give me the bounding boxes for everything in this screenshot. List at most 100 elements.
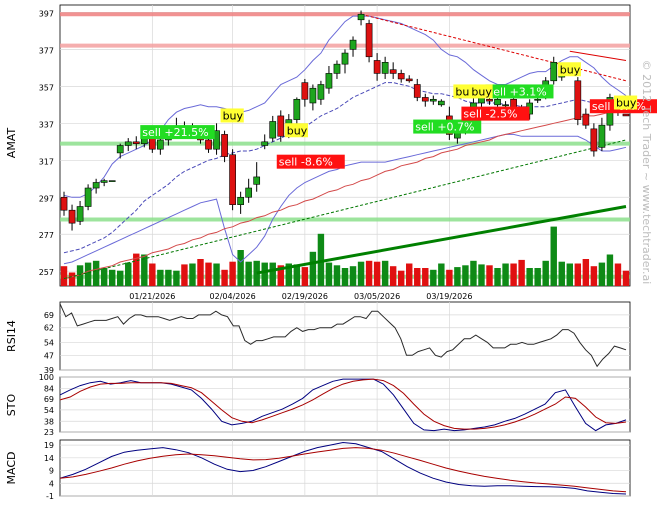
volume-bar xyxy=(277,265,284,286)
rsi-tick-label: 54 xyxy=(44,338,54,347)
candle-body xyxy=(309,87,317,104)
signal-background xyxy=(485,84,554,99)
volume-bar xyxy=(108,269,116,286)
candle-body xyxy=(317,84,325,100)
candle-body xyxy=(590,128,598,152)
candle-body xyxy=(237,196,244,205)
volume-bar xyxy=(518,259,525,286)
candle-body xyxy=(301,82,309,100)
price-axis-label: AMAT xyxy=(5,128,18,159)
volume-bar xyxy=(341,268,349,286)
macd-tick-label: -1 xyxy=(46,492,54,501)
rsi-series-line xyxy=(59,303,627,368)
signal-text: buy xyxy=(560,63,581,76)
price-tick-label: 337 xyxy=(39,120,54,129)
signal-background xyxy=(469,84,493,99)
signal-text: buy xyxy=(223,109,244,122)
volume-bar xyxy=(550,226,557,286)
macd-series-line xyxy=(59,441,627,495)
volume-bar xyxy=(117,270,124,286)
candle-body xyxy=(325,73,333,89)
candle-body xyxy=(349,39,357,50)
volume-bar xyxy=(454,267,461,286)
volume-bar xyxy=(229,261,236,286)
candle-body xyxy=(381,62,389,74)
stochastic-tick-label: 54 xyxy=(44,406,54,415)
volume-bar xyxy=(245,261,252,286)
volume-bar xyxy=(614,263,622,286)
macd-panel: -1 4 9 14 19 xyxy=(44,439,631,501)
price-tick-label: 377 xyxy=(39,46,54,55)
signal-background xyxy=(413,119,482,134)
volume-bar xyxy=(397,270,405,286)
trade-signal-label: buy xyxy=(613,95,638,110)
candle-body xyxy=(253,176,261,185)
signal-text: buy xyxy=(616,97,637,110)
volume-bar xyxy=(92,260,100,286)
candle-body xyxy=(333,63,341,74)
candle-body xyxy=(405,78,413,82)
volume-bar xyxy=(293,264,301,286)
rsi-tick-label: 47 xyxy=(44,351,54,360)
bollinger-lower-line xyxy=(63,133,627,265)
volume-bar xyxy=(606,254,614,286)
volume-bar xyxy=(333,265,341,286)
candle-body xyxy=(92,182,100,189)
volume-bar xyxy=(301,267,309,286)
volume-bar xyxy=(478,264,485,286)
volume-bar xyxy=(125,262,132,286)
stochastic-tick-label: 69 xyxy=(44,395,54,404)
candle-body xyxy=(397,73,405,80)
volume-bar xyxy=(494,268,501,286)
price-tick-label: 397 xyxy=(39,9,54,18)
candle-body xyxy=(205,139,212,150)
candle-body xyxy=(357,13,365,21)
signal-text: sell +3.1% xyxy=(487,85,546,98)
volume-bar xyxy=(622,270,630,286)
volume-bar xyxy=(189,263,196,286)
volume-bar xyxy=(534,268,541,286)
price-tick-label: 297 xyxy=(39,194,54,203)
volume-bar xyxy=(582,259,590,286)
candle-body xyxy=(437,100,445,106)
signal-background xyxy=(613,95,638,110)
stochastic-tick-label: 84 xyxy=(44,384,54,393)
candle-body xyxy=(229,154,236,205)
stochastic-tick-label: 100 xyxy=(39,373,54,382)
price-tick-label: 257 xyxy=(39,268,54,277)
volume-bar xyxy=(60,266,68,286)
macd-axis-label: MACD xyxy=(5,452,18,485)
trade-signal-label: sell +3.1% xyxy=(485,84,554,99)
volume-bar xyxy=(84,262,92,286)
trade-signal-label: buy xyxy=(469,84,493,99)
candle-body xyxy=(148,137,156,150)
candle-body xyxy=(429,98,437,102)
price-panel: 257 277 297 317 337 357 377 397 01/21/2026 02/04/… xyxy=(39,4,657,301)
volume-bar xyxy=(502,263,509,286)
volume-bar xyxy=(373,261,381,286)
volume-bar xyxy=(598,262,606,286)
volume-bar xyxy=(590,266,598,286)
volume-bar xyxy=(414,268,421,286)
volume-bar xyxy=(165,269,172,286)
volume-bar xyxy=(253,260,260,286)
signal-background xyxy=(557,62,581,77)
volume-bar xyxy=(133,253,140,286)
volume-bar xyxy=(157,269,164,286)
candle-body xyxy=(574,80,582,120)
moving-average-line xyxy=(63,109,627,280)
rsi-panel: 39 47 54 62 69 xyxy=(44,301,631,375)
macd-series-line xyxy=(59,447,627,493)
watermark: © 2012 Tech Trader ~ www.techtrader.ai xyxy=(640,60,653,285)
volume-bar xyxy=(389,266,397,286)
candle-body xyxy=(341,52,349,65)
candle-body xyxy=(365,23,373,58)
candle-body xyxy=(108,180,116,182)
stochastic-panel: 23 38 54 69 84 100 xyxy=(39,373,631,437)
candle-body xyxy=(269,121,277,139)
candle-body xyxy=(582,113,590,126)
candle-body xyxy=(245,187,253,198)
trade-signal-label: sell -2.5% xyxy=(461,106,530,121)
signal-text: buy xyxy=(471,85,492,98)
stochastic-series-line xyxy=(59,378,627,430)
